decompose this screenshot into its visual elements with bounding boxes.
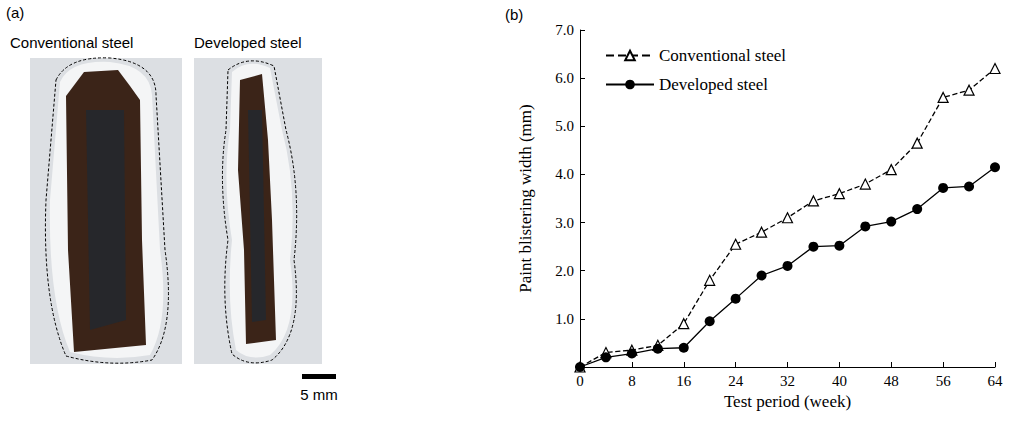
svg-text:5.0: 5.0 bbox=[555, 118, 574, 134]
svg-text:2.0: 2.0 bbox=[555, 263, 574, 279]
svg-text:0: 0 bbox=[576, 373, 584, 389]
svg-text:8: 8 bbox=[628, 373, 636, 389]
svg-text:16: 16 bbox=[676, 373, 692, 389]
svg-text:48: 48 bbox=[884, 373, 899, 389]
svg-text:1.0: 1.0 bbox=[555, 311, 574, 327]
svg-text:64: 64 bbox=[988, 373, 1004, 389]
svg-text:Paint blistering width (mm): Paint blistering width (mm) bbox=[516, 104, 535, 292]
svg-text:Test period (week): Test period (week) bbox=[724, 392, 851, 411]
svg-text:Conventional steel: Conventional steel bbox=[10, 34, 133, 51]
svg-text:24: 24 bbox=[728, 373, 744, 389]
svg-text:7.0: 7.0 bbox=[555, 22, 574, 38]
svg-text:5 mm: 5 mm bbox=[300, 386, 338, 403]
svg-text:6.0: 6.0 bbox=[555, 70, 574, 86]
svg-text:Developed steel: Developed steel bbox=[194, 34, 302, 51]
svg-text:56: 56 bbox=[936, 373, 952, 389]
svg-text:(b): (b) bbox=[505, 6, 523, 23]
svg-text:Developed steel: Developed steel bbox=[659, 75, 768, 94]
svg-text:(a): (a) bbox=[6, 4, 24, 21]
svg-text:3.0: 3.0 bbox=[555, 215, 574, 231]
svg-text:40: 40 bbox=[832, 373, 847, 389]
svg-text:32: 32 bbox=[780, 373, 795, 389]
svg-text:4.0: 4.0 bbox=[555, 166, 574, 182]
svg-text:Conventional steel: Conventional steel bbox=[659, 46, 786, 65]
